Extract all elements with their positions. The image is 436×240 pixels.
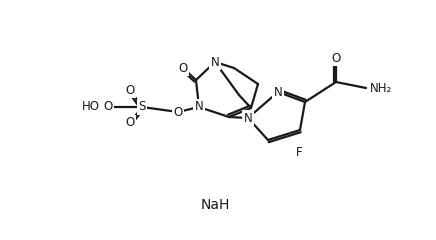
Text: O: O xyxy=(103,101,112,114)
Text: O: O xyxy=(126,84,135,96)
Text: NH₂: NH₂ xyxy=(370,82,392,95)
Text: O: O xyxy=(126,116,135,130)
Text: S: S xyxy=(138,101,146,114)
Text: HO: HO xyxy=(82,101,100,114)
Text: O: O xyxy=(178,61,187,74)
Text: N: N xyxy=(244,112,252,125)
Text: NaH: NaH xyxy=(200,198,230,212)
Text: F: F xyxy=(296,145,302,158)
Text: O: O xyxy=(331,52,341,65)
Text: N: N xyxy=(211,55,219,68)
Text: N: N xyxy=(194,101,203,114)
Text: O: O xyxy=(174,106,183,119)
Text: N: N xyxy=(274,85,283,98)
